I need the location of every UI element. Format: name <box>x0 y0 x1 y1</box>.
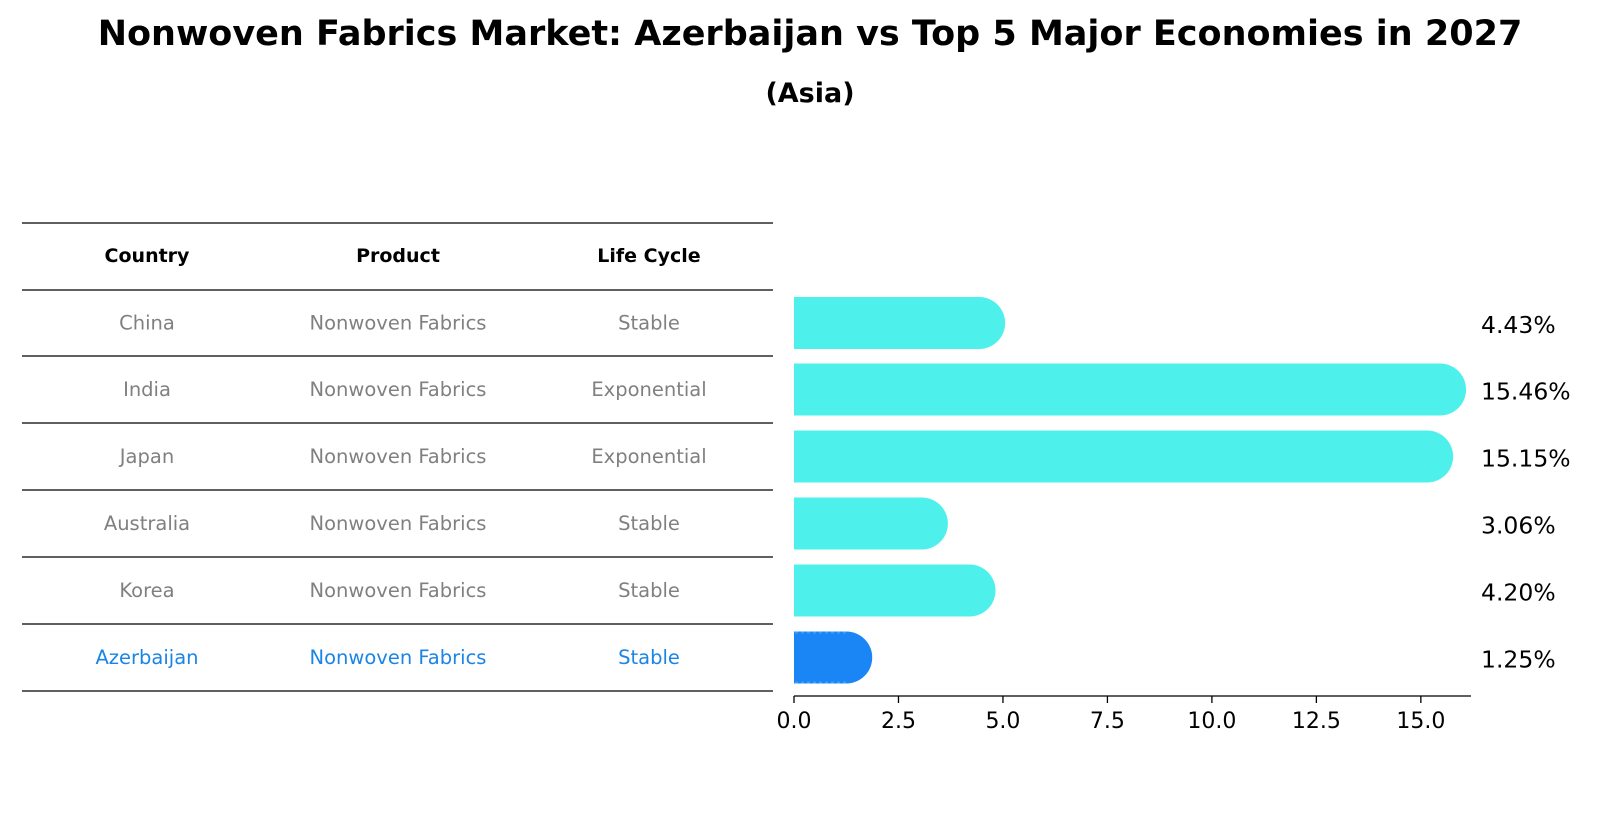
value-label: 4.43% <box>1481 311 1556 339</box>
value-label: 3.06% <box>1481 512 1556 540</box>
table-header-cell: Country <box>105 245 191 267</box>
bar-body <box>794 297 980 349</box>
table-cell-product: Nonwoven Fabrics <box>310 312 487 335</box>
table-cell-country: India <box>123 378 171 401</box>
bar-cap <box>943 564 996 617</box>
table-cell-country: Azerbaijan <box>95 646 198 669</box>
bar-japan <box>794 430 1454 483</box>
bar-india <box>794 363 1467 416</box>
table-cell-life-cycle: Exponential <box>591 445 706 468</box>
table-cell-product: Nonwoven Fabrics <box>310 579 487 602</box>
x-tick-label: 5.0 <box>985 709 1020 734</box>
table-cell-life-cycle: Stable <box>618 312 680 335</box>
value-label: 15.15% <box>1481 445 1571 473</box>
x-axis: 0.0 2.5 5.0 7.5 10.0 12.5 15.0 <box>777 695 1471 734</box>
table-cell-product: Nonwoven Fabrics <box>310 378 487 401</box>
bar-body <box>794 564 970 617</box>
bar-azerbaijan <box>794 631 873 684</box>
x-tick-label: 10.0 <box>1187 709 1236 734</box>
value-label: 4.20% <box>1481 579 1556 607</box>
bar-body <box>794 363 1441 416</box>
bar-cap <box>820 631 873 684</box>
bar-china <box>794 297 1006 349</box>
value-label: 1.25% <box>1481 646 1556 674</box>
x-tick-label: 2.5 <box>881 709 916 734</box>
x-tick-label: 15.0 <box>1396 709 1445 734</box>
chart-subtitle: (Asia) <box>765 78 855 109</box>
bar-cap <box>895 497 948 550</box>
table-header-cell: Life Cycle <box>597 245 700 267</box>
chart-title: Nonwoven Fabrics Market: Azerbaijan vs T… <box>97 14 1523 54</box>
bar-korea <box>794 564 996 617</box>
x-tick-label: 7.5 <box>1090 709 1125 734</box>
table-header-cell: Product <box>356 245 440 267</box>
bar-cap <box>1401 430 1454 483</box>
value-label: 15.46% <box>1481 378 1571 406</box>
bar-cap <box>953 297 1006 349</box>
x-tick-label: 0.0 <box>777 709 812 734</box>
table-cell-life-cycle: Stable <box>618 579 680 602</box>
table-cell-life-cycle: Stable <box>618 512 680 535</box>
table-cell-product: Nonwoven Fabrics <box>310 512 487 535</box>
bar-chart: 4.43% 15.46% 15.15% 3.06% 4.20% 1.25% <box>794 297 1571 684</box>
bar-australia <box>794 497 948 550</box>
bar-body <box>794 430 1428 483</box>
table-cell-product: Nonwoven Fabrics <box>310 646 487 669</box>
table-cell-life-cycle: Exponential <box>591 378 706 401</box>
bar-cap <box>1414 363 1467 416</box>
table-cell-product: Nonwoven Fabrics <box>310 445 487 468</box>
table-cell-country: Japan <box>118 445 174 468</box>
table-cell-life-cycle: Stable <box>618 646 680 669</box>
data-table: Country Product Life Cycle China Nonwoven Fa… <box>22 222 773 692</box>
x-tick-label: 12.5 <box>1292 709 1341 734</box>
table-cell-country: Australia <box>104 512 190 535</box>
table-cell-country: China <box>119 312 175 335</box>
table-cell-country: Korea <box>119 579 174 602</box>
